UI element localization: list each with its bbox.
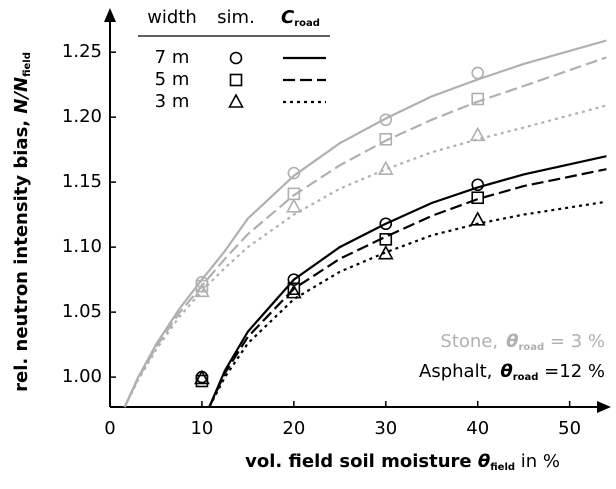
marker-triangle xyxy=(228,93,244,108)
legend-label: 7 m xyxy=(155,47,190,68)
marker-square xyxy=(379,233,393,246)
x-label-text: vol. field soil moisture xyxy=(245,451,478,472)
marker-circle xyxy=(471,66,485,80)
marker-triangle xyxy=(469,126,486,142)
legend-header-sub: road xyxy=(294,18,320,29)
marker-triangle xyxy=(469,211,486,226)
x-axis-label: vol. field soil moisture θfield in % xyxy=(245,451,560,473)
marker-square xyxy=(195,279,209,293)
marker-circle xyxy=(379,217,393,231)
annotation-sub: road xyxy=(518,342,544,353)
annotation-text: Stone, xyxy=(440,331,498,352)
legend-label: 3 m xyxy=(155,91,190,112)
annotation-symbol: θ xyxy=(506,331,518,352)
marker-square xyxy=(379,132,393,146)
marker-square xyxy=(287,282,301,296)
marker-circle xyxy=(379,113,393,127)
legend-header-symbol: C xyxy=(281,7,295,28)
y-tick-label: 1.05 xyxy=(62,301,102,322)
x-tick-label: 50 xyxy=(558,418,581,439)
curve xyxy=(123,56,607,408)
x-tick-label: 30 xyxy=(374,418,397,439)
legend-header: width xyxy=(147,7,197,28)
marker-square xyxy=(471,191,485,205)
x-tick-label: 0 xyxy=(104,418,115,439)
legend-label: 5 m xyxy=(155,69,190,90)
y-label-symbol: N/N xyxy=(11,77,32,114)
y-label-text: rel. neutron intensity bias, xyxy=(11,114,32,392)
marker-circle xyxy=(471,178,485,192)
annotation-symbol: θ xyxy=(500,361,512,382)
annotation-rest: =12 % xyxy=(538,361,605,382)
legend-header: Croad xyxy=(281,7,320,29)
x-label-symbol: θ xyxy=(478,451,490,472)
x-tick-label: 20 xyxy=(282,418,305,439)
x-tick-label: 40 xyxy=(466,418,489,439)
marker-triangle xyxy=(377,160,394,175)
y-tick-label: 1.10 xyxy=(62,236,102,257)
curve xyxy=(208,155,607,408)
marker-triangle xyxy=(286,198,302,213)
y-axis-arrow xyxy=(104,8,116,22)
curve xyxy=(123,104,607,408)
marker-circle xyxy=(287,166,301,180)
legend-header: sim. xyxy=(217,7,255,28)
annotation-sub: road xyxy=(513,372,539,383)
y-tick-label: 1.15 xyxy=(62,171,102,192)
x-label-unit: in % xyxy=(515,451,560,472)
marker-circle xyxy=(229,51,243,65)
y-axis-label: rel. neutron intensity bias, N/Nfield xyxy=(11,52,33,392)
x-label-sub: field xyxy=(490,462,515,473)
annotation: Asphalt, θroad =12 % xyxy=(419,361,605,383)
y-label-sub: field xyxy=(22,52,33,77)
annotation-text: Asphalt, xyxy=(419,361,492,382)
marker-triangle xyxy=(377,244,394,260)
marker-triangle xyxy=(194,369,210,385)
y-tick-label: 1.20 xyxy=(62,106,102,127)
marker-square xyxy=(229,73,243,87)
x-axis-arrow xyxy=(597,401,611,413)
marker-square xyxy=(471,92,485,106)
annotation-rest: = 3 % xyxy=(544,331,605,352)
curve xyxy=(208,168,607,408)
marker-triangle xyxy=(286,283,302,299)
y-tick-label: 1.25 xyxy=(62,41,102,62)
y-tick-label: 1.00 xyxy=(62,366,102,387)
marker-triangle xyxy=(194,282,210,298)
curve xyxy=(123,39,607,408)
x-tick-label: 10 xyxy=(190,418,213,439)
annotation: Stone, θroad = 3 % xyxy=(440,331,605,353)
